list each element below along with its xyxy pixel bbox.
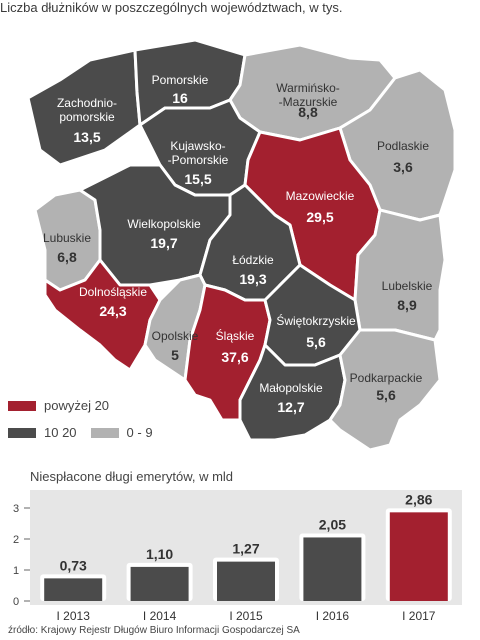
- region-name-label: Świętokrzyskie: [276, 313, 356, 328]
- bar: [217, 561, 275, 601]
- region-value-label: 24,3: [99, 303, 126, 319]
- region-value-label: 12,7: [277, 399, 304, 415]
- region-value-label: 8,8: [298, 104, 318, 120]
- region-name-label: Podkarpackie: [350, 371, 423, 385]
- bar-value-label: 2,86: [405, 491, 432, 507]
- region-value-label: 6,8: [57, 249, 77, 265]
- poland-map: Zachodnio-pomorskie 13,5 Pomorskie 16 Warmiń…: [26, 38, 457, 452]
- region-name-label: Pomorskie: [152, 73, 209, 87]
- region-name-label: Śląskie: [216, 328, 255, 343]
- region-name-label: Zachodnio-pomorskie: [57, 96, 117, 124]
- bar: [130, 566, 189, 601]
- bar-value-label: 1,10: [146, 546, 173, 562]
- x-category-label: I 2014: [143, 609, 177, 623]
- region-name-label: Wielkopolskie: [127, 217, 201, 231]
- region-value-label: 19,3: [239, 271, 266, 287]
- legend-swatch-dark: [8, 427, 36, 438]
- region-name-label: Lubelskie: [382, 279, 433, 293]
- map-title: Liczba dłużników w poszczególnych wojewó…: [0, 0, 343, 15]
- y-tick-label: 0: [13, 596, 19, 608]
- region-value-label: 5,6: [376, 387, 396, 403]
- legend-swatch-red: [8, 400, 36, 411]
- region-value-label: 5: [171, 347, 179, 363]
- x-category-label: I 2015: [229, 609, 263, 623]
- region-name-label: Podlaskie: [377, 139, 429, 153]
- region-name-label: Małopolskie: [259, 381, 323, 395]
- region-name-label: Kujawsko--Pomorskie: [168, 139, 229, 167]
- legend-row-1: powyżej 20: [8, 398, 123, 413]
- region-name-label: Warmińsko--Mazurskie: [276, 81, 340, 109]
- bar-chart-title: Niespłacone długi emerytów, w mld: [30, 469, 234, 484]
- bar-value-label: 1,27: [232, 541, 259, 557]
- source-note: źródło: Krajowy Rejestr Długów Biuro Inf…: [8, 625, 300, 636]
- bar-value-label: 0,73: [60, 557, 87, 573]
- bar-value-label: 2,05: [319, 516, 346, 532]
- legend-label-dark: 10 20: [44, 425, 77, 440]
- y-tick-label: 1: [13, 565, 19, 577]
- region-name-label: Dolnośląskie: [79, 285, 147, 299]
- legend-label-light: 0 - 9: [126, 425, 153, 440]
- region-value-label: 29,5: [306, 209, 333, 225]
- x-category-label: I 2017: [402, 609, 436, 623]
- region-value-label: 37,6: [221, 349, 248, 365]
- region-value-label: 16: [172, 90, 188, 106]
- region-value-label: 13,5: [73, 129, 100, 145]
- bar: [389, 512, 448, 601]
- region-value-label: 8,9: [397, 297, 417, 313]
- region-value-label: 3,6: [393, 159, 413, 175]
- legend-swatch-light: [90, 427, 119, 438]
- y-tick-label: 3: [13, 503, 19, 515]
- legend-label-red: powyżej 20: [44, 398, 110, 413]
- bar: [303, 537, 362, 601]
- x-category-label: I 2016: [316, 609, 350, 623]
- region-name-label: Opolskie: [152, 329, 199, 343]
- region-name-label: Mazowieckie: [286, 189, 355, 203]
- x-category-label: I 2013: [57, 609, 91, 623]
- region-name-label: Łódzkie: [232, 253, 274, 267]
- region-value-label: 5,6: [306, 334, 326, 350]
- y-tick-label: 2: [13, 534, 19, 546]
- region-value-label: 19,7: [150, 235, 177, 251]
- bar: [44, 578, 103, 601]
- region-name-label: Lubuskie: [43, 231, 91, 245]
- region-15: [328, 328, 442, 452]
- legend-row-2: 10 20 0 - 9: [8, 425, 167, 440]
- region-value-label: 15,5: [184, 171, 211, 187]
